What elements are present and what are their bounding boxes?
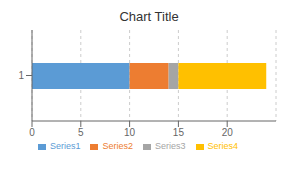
svg-text:1: 1 <box>18 70 24 81</box>
svg-text:10: 10 <box>124 127 136 138</box>
svg-text:20: 20 <box>222 127 234 138</box>
svg-text:15: 15 <box>173 127 185 138</box>
html-text:Series4: Series4 <box>207 141 238 151</box>
html-text:Series2: Series2 <box>102 141 133 151</box>
html-text:Series1: Series1 <box>50 141 81 151</box>
html-text:Series3: Series3 <box>155 141 186 151</box>
svg-text:5: 5 <box>78 127 84 138</box>
svg-text:0: 0 <box>29 127 35 138</box>
html-text:Chart Title: Chart Title <box>119 9 179 24</box>
